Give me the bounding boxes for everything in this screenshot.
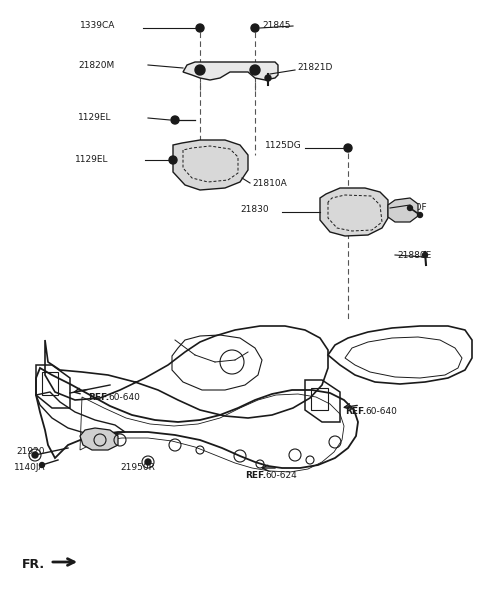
Text: 21820M: 21820M xyxy=(78,60,114,69)
Circle shape xyxy=(171,116,179,124)
Circle shape xyxy=(251,24,259,32)
Circle shape xyxy=(145,459,151,465)
Text: 1140JA: 1140JA xyxy=(14,463,46,472)
Text: 1125DG: 1125DG xyxy=(265,141,302,150)
Polygon shape xyxy=(80,428,118,450)
Circle shape xyxy=(422,252,428,258)
Text: 21950R: 21950R xyxy=(120,463,155,472)
Text: 1129EL: 1129EL xyxy=(75,155,108,164)
Circle shape xyxy=(265,75,271,81)
Text: 21880E: 21880E xyxy=(397,251,431,260)
Text: 21845: 21845 xyxy=(262,20,290,29)
Text: REF.: REF. xyxy=(345,407,366,416)
Text: FR.: FR. xyxy=(22,559,45,572)
Text: 21830: 21830 xyxy=(240,206,269,215)
Text: 21920: 21920 xyxy=(16,447,45,456)
Text: REF.: REF. xyxy=(245,471,266,480)
Polygon shape xyxy=(320,188,388,236)
Polygon shape xyxy=(183,62,278,80)
Circle shape xyxy=(32,452,38,458)
Text: 21821D: 21821D xyxy=(297,63,332,72)
Circle shape xyxy=(418,212,422,218)
Text: 1129EL: 1129EL xyxy=(78,114,111,123)
Circle shape xyxy=(169,156,177,164)
Text: REF.: REF. xyxy=(88,393,109,402)
Text: 21810A: 21810A xyxy=(252,178,287,188)
Circle shape xyxy=(196,24,204,32)
Circle shape xyxy=(195,65,205,75)
Circle shape xyxy=(408,206,412,210)
Polygon shape xyxy=(388,198,418,222)
Circle shape xyxy=(344,144,352,152)
Polygon shape xyxy=(173,140,248,190)
Text: 60-624: 60-624 xyxy=(265,471,297,480)
Text: 21920F: 21920F xyxy=(393,203,427,212)
Text: 1339CA: 1339CA xyxy=(80,20,115,29)
Text: 60-640: 60-640 xyxy=(108,393,140,402)
Text: 60-640: 60-640 xyxy=(365,407,397,416)
Circle shape xyxy=(39,462,45,468)
Circle shape xyxy=(250,65,260,75)
